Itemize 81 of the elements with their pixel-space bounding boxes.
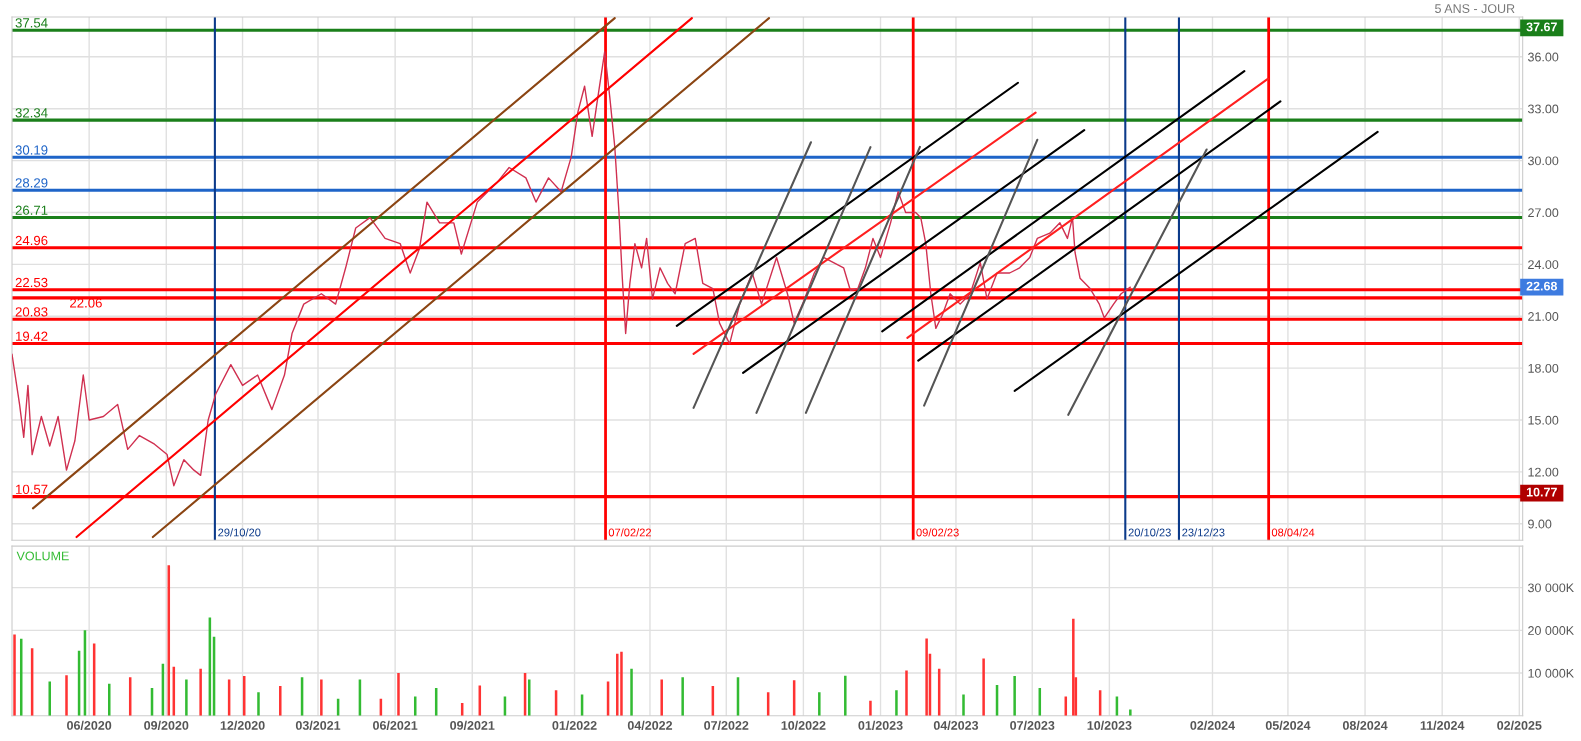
x-tick-label: 05/2024 xyxy=(1265,720,1311,730)
ref-line-label: 22.53 xyxy=(15,277,48,288)
y-tick-label: 9.00 xyxy=(1528,519,1552,529)
x-tick-label: 10/2023 xyxy=(1087,720,1132,730)
y-tick-label: 33.00 xyxy=(1528,104,1559,114)
bar xyxy=(616,653,619,716)
bar xyxy=(320,679,323,716)
bar xyxy=(13,634,16,716)
bar xyxy=(279,685,282,716)
bar xyxy=(185,679,188,716)
ref-line-label: 20/10/23 xyxy=(1128,528,1171,537)
y-tick-label: 30 000K xyxy=(1528,583,1574,593)
ref-line-label: 28.29 xyxy=(15,178,48,188)
x-tick-label: 04/2022 xyxy=(627,720,673,730)
x-tick-label: 02/2025 xyxy=(1497,720,1542,730)
bar xyxy=(630,668,633,716)
y-tick-label: 15.00 xyxy=(1528,415,1559,425)
chart-subtitle: 5 ANS - JOUR xyxy=(1435,4,1515,13)
x-tick-label: 12/2020 xyxy=(220,720,265,730)
annotation: 10.77 xyxy=(1526,487,1557,497)
bar xyxy=(48,681,51,716)
y-tick-label: 27.00 xyxy=(1528,208,1559,218)
bar xyxy=(869,700,872,716)
bar xyxy=(660,679,663,716)
x-tick-label: 07/2023 xyxy=(1010,720,1055,730)
x-tick-label: 04/2023 xyxy=(933,720,979,730)
bar xyxy=(895,690,898,716)
bar xyxy=(65,675,68,716)
bar xyxy=(257,692,260,716)
ref-line-label: 07/02/22 xyxy=(608,528,652,537)
y-tick-label: 36.00 xyxy=(1528,52,1559,62)
x-tick-label: 02/2024 xyxy=(1190,720,1236,730)
bar xyxy=(1129,709,1132,716)
bar xyxy=(905,670,908,716)
x-tick-label: 09/2020 xyxy=(144,720,189,730)
y-tick-label: 18.00 xyxy=(1528,363,1559,373)
bar xyxy=(528,679,531,716)
ref-line-label: 19.42 xyxy=(16,331,48,341)
bar xyxy=(108,683,111,716)
bar xyxy=(681,677,684,716)
ref-line-label: 08/04/24 xyxy=(1271,528,1315,537)
annotation: 22.68 xyxy=(1526,281,1558,291)
ref-line-label: 20.83 xyxy=(15,307,48,317)
ref-line-label: 29/10/20 xyxy=(218,528,261,537)
chart-title: VOLUME xyxy=(16,551,69,561)
x-tick-label: 03/2021 xyxy=(295,720,341,730)
bar xyxy=(982,658,985,716)
bar xyxy=(199,668,202,716)
ref-line-label: 26.71 xyxy=(15,205,48,215)
y-tick-label: 10 000K xyxy=(1528,668,1574,678)
y-tick-label: 24.00 xyxy=(1528,260,1559,269)
y-tick-label: 20 000K xyxy=(1528,626,1574,635)
bar xyxy=(1072,618,1075,716)
x-tick-label: 07/2022 xyxy=(704,720,749,730)
x-tick-label: 01/2023 xyxy=(858,720,903,730)
y-tick-label: 30.00 xyxy=(1528,156,1559,166)
x-tick-label: 06/2021 xyxy=(373,720,418,730)
x-tick-label: 01/2022 xyxy=(552,720,597,730)
x-tick-label: 08/2024 xyxy=(1342,720,1388,730)
x-tick-label: 10/2022 xyxy=(781,720,826,730)
ref-line-label: 10.57 xyxy=(16,484,48,494)
ref-line-label: 30.19 xyxy=(15,145,48,155)
bar xyxy=(1013,676,1016,716)
bar xyxy=(844,675,847,716)
ref-line-label: 23/12/23 xyxy=(1182,528,1225,537)
bar xyxy=(818,692,821,716)
bar xyxy=(925,638,928,716)
annotation: 37.67 xyxy=(1526,22,1557,32)
ref-line-label: 32.34 xyxy=(15,108,48,118)
bar xyxy=(620,651,623,716)
y-tick-label: 12.00 xyxy=(1528,467,1559,477)
x-tick-label: 11/2024 xyxy=(1420,720,1465,730)
x-tick-label: 09/2021 xyxy=(450,720,495,730)
ref-line-label: 09/02/23 xyxy=(916,528,959,537)
y-tick-label: 21.00 xyxy=(1528,312,1559,321)
bar xyxy=(397,673,400,716)
bar xyxy=(962,694,965,716)
bar xyxy=(413,696,417,716)
x-tick-label: 06/2020 xyxy=(67,720,112,730)
ref-line-label: 24.96 xyxy=(15,235,48,246)
ref-line-label: 37.54 xyxy=(15,18,48,28)
